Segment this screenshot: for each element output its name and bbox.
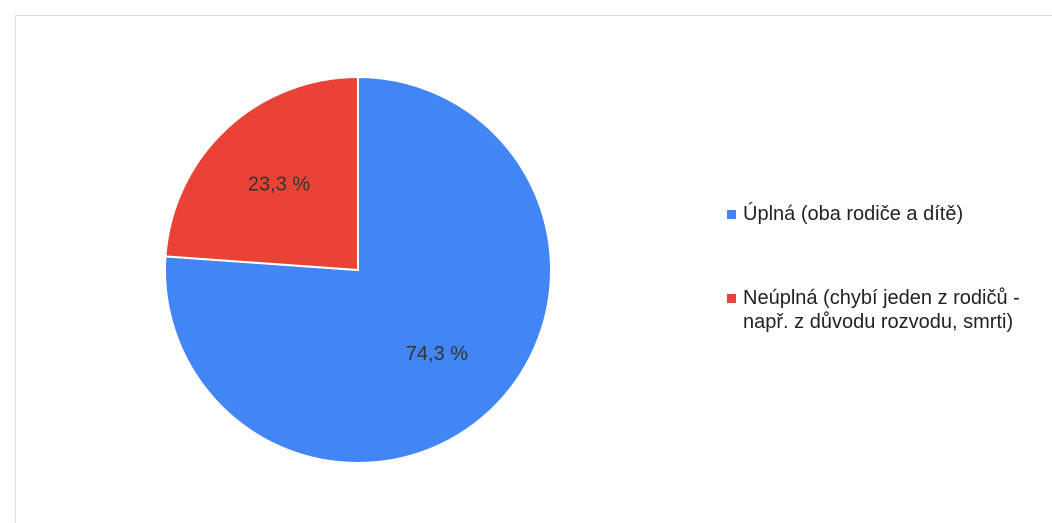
legend-item: Úplná (oba rodiče a dítě) (722, 202, 1022, 226)
data-label: 23,3 % (248, 174, 310, 196)
legend-swatch (727, 294, 736, 303)
data-label: 74,3 % (406, 343, 468, 365)
legend-swatch (727, 210, 736, 219)
legend-label: Neúplná (chybí jeden z rodičů - např. z … (743, 287, 1020, 333)
pie-slice (164, 75, 359, 272)
pie-slice (164, 75, 552, 464)
legend-label: Úplná (oba rodiče a dítě) (743, 203, 964, 225)
legend-item: Neúplná (chybí jeden z rodičů - např. z … (722, 286, 1022, 334)
